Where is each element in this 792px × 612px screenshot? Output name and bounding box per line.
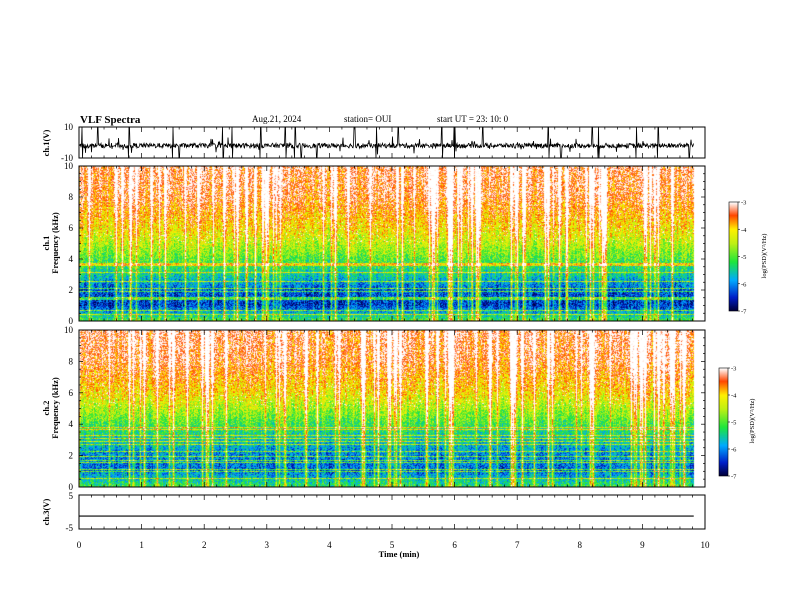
- frequency-tick-label: 0: [69, 482, 74, 492]
- time-tick-label: 4: [327, 540, 332, 550]
- frequency-tick-label: 8: [69, 192, 74, 202]
- ch1-waveform-panel: 10 -10 ch.1(V): [41, 122, 706, 163]
- colorbar-tick-label: -6: [731, 447, 737, 454]
- date-label: Aug.21, 2024: [252, 114, 302, 124]
- time-axis-ticks: [78, 127, 706, 529]
- time-tick-label: 6: [452, 540, 457, 550]
- ch3-waveform-ylabel: ch.3(V): [41, 498, 51, 525]
- time-axis-tick-labels: 0 1 2 3 4 5 6 7 8 9 10: [77, 540, 710, 550]
- frequency-tick-label: 4: [69, 419, 74, 429]
- colorbar-tick-label: -3: [731, 366, 736, 373]
- ch2-spectrogram-ylabel: Frequency (kHz): [50, 377, 60, 439]
- ch1-waveform-line: [78, 126, 694, 159]
- frequency-tick-label: 10: [64, 161, 74, 171]
- ch2-frequency-ticks: 0 2 4 6 8 10: [64, 325, 705, 492]
- start-time-label: start UT = 23: 10: 0: [437, 114, 509, 124]
- time-tick-label: 10: [701, 540, 711, 550]
- colorbar-tick-label: -7: [741, 309, 747, 316]
- time-tick-label: 1: [139, 540, 144, 550]
- time-axis-label: Time (min): [379, 549, 420, 559]
- ch2-channel-label: ch.2: [41, 401, 51, 416]
- station-label: station= OUI: [344, 114, 391, 124]
- ch1-channel-label: ch.1: [41, 236, 51, 251]
- ch3-ytick-top: 5: [69, 491, 74, 501]
- ch3-waveform-panel: 5 -5 ch.3(V): [41, 491, 706, 533]
- ch1-colorbar: [729, 202, 738, 311]
- ch1-ytick-bottom: -10: [61, 153, 73, 163]
- figure-title: VLF Spectra: [80, 114, 141, 126]
- ch2-spectrogram-image: [79, 330, 705, 487]
- frequency-tick-label: 10: [64, 325, 74, 335]
- colorbar-tick-label: -6: [741, 281, 747, 288]
- ch2-colorbar-label: log(PSD)(V²/Hz): [749, 399, 756, 444]
- frequency-tick-label: 6: [69, 388, 74, 398]
- ch1-colorbar-label: log(PSD)(V²/Hz): [761, 234, 768, 279]
- ch3-waveform-frame: [78, 494, 706, 530]
- colorbar-tick-label: -4: [741, 227, 747, 234]
- ch1-waveform-ylabel: ch.1(V): [41, 129, 51, 156]
- ch1-spectrogram-image: [79, 166, 705, 321]
- frequency-tick-label: 0: [69, 316, 74, 326]
- time-tick-label: 9: [640, 540, 645, 550]
- ch1-spectrogram-ylabel: Frequency (kHz): [50, 212, 60, 274]
- colorbar-tick-label: -5: [741, 254, 746, 261]
- frequency-tick-label: 2: [69, 285, 74, 295]
- frequency-tick-label: 8: [69, 356, 74, 366]
- time-tick-label: 3: [265, 540, 270, 550]
- colorbar-tick-label: -5: [731, 420, 736, 427]
- ch2-colorbar-ticks: -3 -4 -5 -6 -7: [728, 366, 737, 481]
- frequency-tick-label: 6: [69, 223, 74, 233]
- ch1-colorbar-ticks: -3 -4 -5 -6 -7: [738, 200, 747, 316]
- time-tick-label: 2: [202, 540, 207, 550]
- time-tick-label: 0: [77, 540, 82, 550]
- ch3-ytick-bottom: -5: [66, 523, 74, 533]
- colorbar-tick-label: -3: [741, 200, 746, 207]
- time-tick-label: 5: [390, 540, 395, 550]
- frequency-tick-label: 4: [69, 254, 74, 264]
- ch1-ytick-top: 10: [64, 122, 74, 132]
- ch1-frequency-ticks: 0 2 4 6 8 10: [64, 161, 705, 326]
- colorbar-tick-label: -4: [731, 393, 737, 400]
- time-tick-label: 8: [578, 540, 583, 550]
- frequency-tick-label: 2: [69, 451, 74, 461]
- colorbar-tick-label: -7: [731, 474, 737, 481]
- time-tick-label: 7: [515, 540, 520, 550]
- ch2-colorbar: [719, 368, 728, 476]
